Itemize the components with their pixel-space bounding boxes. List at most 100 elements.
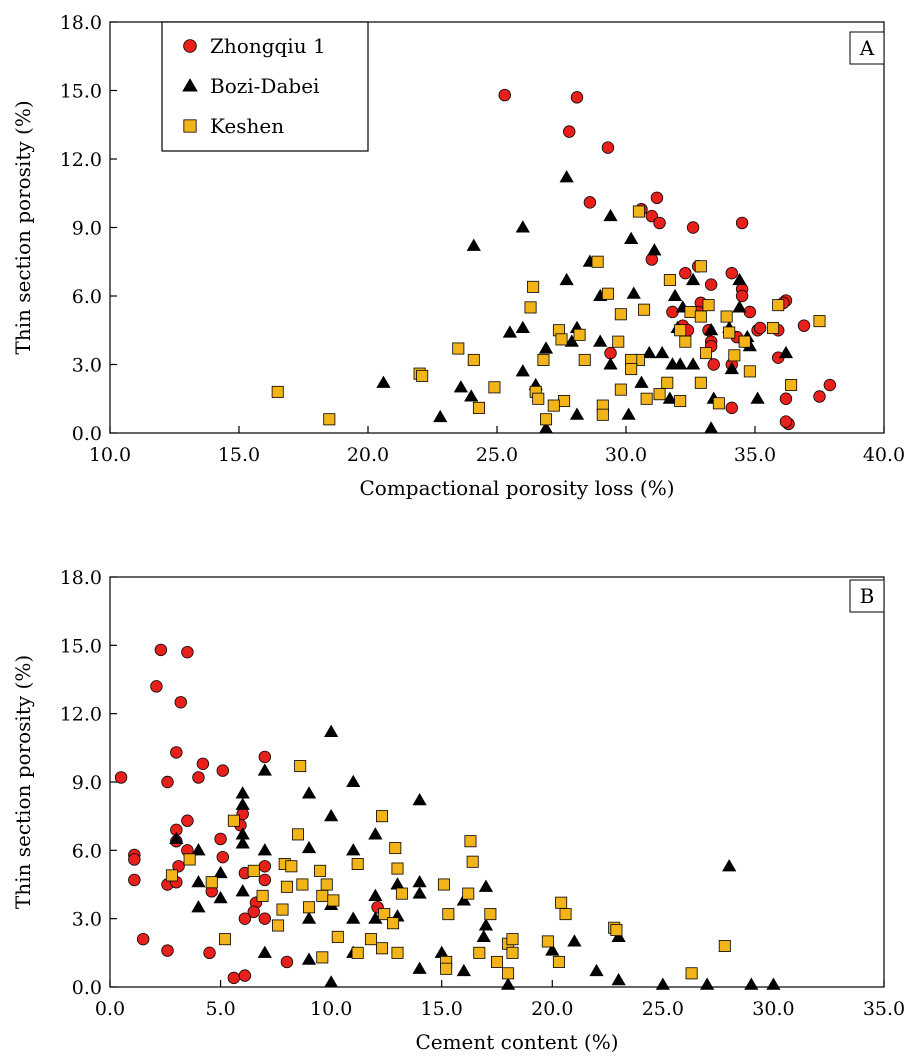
data-point <box>346 911 361 924</box>
data-point <box>614 308 627 321</box>
data-point <box>437 878 450 891</box>
data-point <box>545 943 560 956</box>
legend-label: Zhongqiu 1 <box>210 34 326 58</box>
data-point <box>583 196 597 209</box>
data-point <box>750 391 765 404</box>
data-point <box>484 908 497 921</box>
data-point <box>498 88 511 102</box>
data-point <box>346 843 361 856</box>
data-point <box>128 853 141 866</box>
data-point <box>694 260 707 273</box>
data-point <box>303 901 316 914</box>
data-point <box>271 385 284 398</box>
data-point <box>301 786 317 799</box>
data-point <box>247 864 260 877</box>
data-point <box>743 365 756 378</box>
data-point <box>621 407 636 420</box>
data-point <box>472 401 485 414</box>
data-point <box>625 363 638 376</box>
data-point <box>694 376 707 389</box>
data-point <box>558 395 571 408</box>
data-point <box>412 793 427 806</box>
data-point <box>114 771 128 784</box>
data-point <box>285 860 298 873</box>
data-point <box>324 724 339 737</box>
data-point <box>797 319 811 332</box>
data-point <box>258 873 272 887</box>
data-point <box>702 299 715 312</box>
data-point <box>389 842 402 855</box>
x-axis-label: Compactional porosity loss (%) <box>360 476 675 500</box>
x-tick-label: 5.0 <box>205 998 235 1020</box>
data-point <box>183 853 196 866</box>
legend: Zhongqiu 1 Bozi-Dabei Keshen <box>161 21 369 152</box>
data-point <box>653 388 666 401</box>
data-point <box>679 335 692 348</box>
y-tick-label: 9.0 <box>72 218 102 240</box>
data-point <box>247 905 260 919</box>
data-point <box>524 301 537 314</box>
legend-marker <box>183 39 197 53</box>
data-point <box>478 879 494 892</box>
data-point <box>235 786 250 799</box>
data-point <box>327 894 340 907</box>
data-point <box>538 421 554 434</box>
data-point <box>150 680 163 693</box>
data-point <box>191 900 206 913</box>
data-point <box>128 873 141 887</box>
legend-label: Keshen <box>210 114 284 138</box>
data-point <box>216 850 229 864</box>
data-point <box>541 935 554 948</box>
y-tick-label: 9.0 <box>72 772 102 794</box>
data-point <box>647 243 662 256</box>
data-point <box>686 221 700 234</box>
data-point <box>364 933 377 946</box>
data-point <box>723 326 736 339</box>
data-point <box>476 929 491 942</box>
legend-marker <box>183 119 197 133</box>
data-point <box>500 977 516 990</box>
data-point <box>813 315 826 328</box>
data-point <box>735 289 749 303</box>
x-axis-label: Cement content (%) <box>415 1030 618 1054</box>
x-tick-label: 15.0 <box>421 998 463 1020</box>
y-tick-label: 15.0 <box>60 635 102 657</box>
data-point <box>718 940 731 953</box>
data-point <box>707 358 720 371</box>
data-point <box>391 862 404 875</box>
data-point <box>626 286 641 299</box>
data-point <box>391 946 404 959</box>
data-point <box>466 855 479 868</box>
data-point <box>488 381 501 394</box>
data-point <box>555 333 568 346</box>
x-tick-label: 40.0 <box>863 444 905 466</box>
data-point <box>368 888 383 901</box>
data-point <box>645 253 659 266</box>
data-point <box>515 320 530 334</box>
data-point <box>634 375 649 388</box>
data-point <box>502 967 515 980</box>
data-point <box>412 875 427 888</box>
data-point <box>735 216 749 230</box>
data-point <box>316 889 329 902</box>
data-point <box>738 335 751 348</box>
x-tick-label: 15.0 <box>218 444 260 466</box>
data-point <box>785 379 798 392</box>
plot-frame <box>109 576 885 988</box>
data-point <box>165 869 178 882</box>
data-point <box>452 342 465 355</box>
data-point <box>301 911 317 924</box>
data-point <box>301 840 317 854</box>
y-tick-label: 12.0 <box>60 704 102 726</box>
data-point <box>547 399 560 412</box>
data-point <box>258 750 272 764</box>
panel-tag-box <box>849 579 885 613</box>
data-point <box>412 886 427 899</box>
y-axis-label: Thin section porosity (%) <box>11 655 35 909</box>
y-tick-label: 6.0 <box>72 840 102 862</box>
data-point <box>611 972 626 986</box>
data-point <box>593 334 608 347</box>
data-point <box>603 208 618 222</box>
x-tick-label: 0.0 <box>95 998 125 1020</box>
data-point <box>478 918 494 931</box>
